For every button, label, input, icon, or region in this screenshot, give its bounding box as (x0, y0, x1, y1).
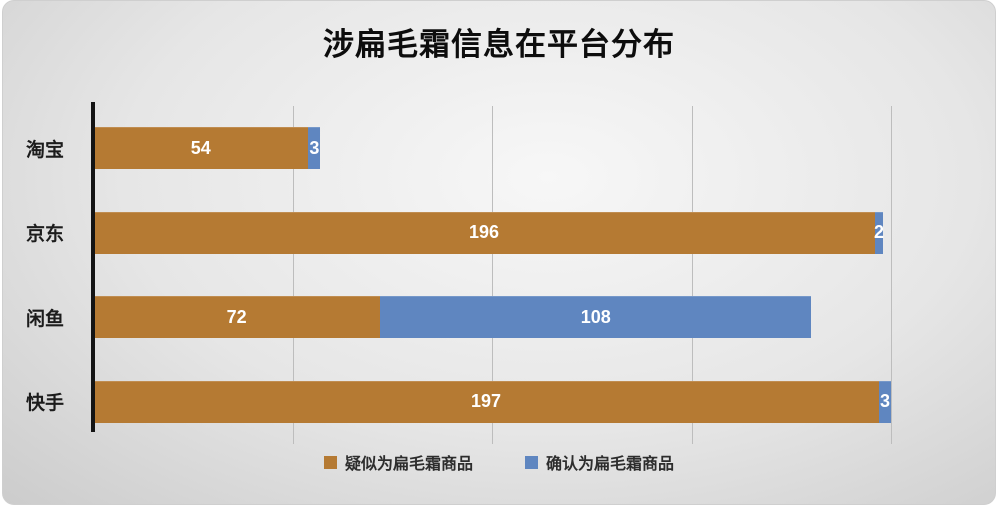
y-axis-line (91, 102, 95, 432)
y-axis-label: 淘宝 (26, 139, 65, 161)
bar-segment-suspected: 196 (93, 211, 876, 254)
stacked-bar: 197 3 (93, 380, 891, 423)
bar-row: 快手 197 3 (26, 360, 891, 445)
bar-value-label: 196 (468, 222, 500, 243)
bar-segment-suspected: 72 (93, 296, 381, 339)
bars-group: 淘宝 54 3 京东 196 2 闲鱼 72 108 快手 197 3 (26, 106, 891, 445)
y-axis-label: 闲鱼 (26, 308, 65, 330)
bar-row: 淘宝 54 3 (26, 106, 891, 191)
bar-value-label: 54 (190, 137, 211, 158)
bar-segment-suspected: 197 (93, 380, 880, 423)
gridline (492, 106, 493, 444)
bar-segment-confirmed: 108 (380, 296, 812, 339)
bar-row: 京东 196 2 (26, 191, 891, 276)
bar-value-label: 3 (879, 391, 890, 412)
gridline (691, 106, 693, 444)
bar-value-label: 108 (580, 306, 611, 327)
gridline (891, 106, 892, 444)
bar-segment-confirmed: 3 (879, 380, 891, 423)
gridline (292, 106, 294, 444)
legend-swatch (525, 455, 538, 469)
legend-swatch (323, 455, 337, 469)
bar-value-label: 2 (874, 222, 885, 243)
legend-label: 疑似为扁毛霜商品 (344, 456, 473, 473)
legend-label: 确认为扁毛霜商品 (546, 456, 675, 473)
y-axis-label: 快手 (26, 393, 65, 415)
bar-row: 闲鱼 72 108 (26, 275, 891, 360)
legend-item: 确认为扁毛霜商品 (525, 450, 674, 474)
bar-segment-confirmed: 3 (308, 127, 321, 170)
stacked-bar: 72 108 (93, 296, 891, 339)
bar-segment-suspected: 54 (93, 127, 309, 170)
bar-segment-confirmed: 2 (874, 211, 885, 254)
plot-area: 淘宝 54 3 京东 196 2 闲鱼 72 108 快手 197 3 (26, 102, 892, 445)
legend-item: 疑似为扁毛霜商品 (323, 450, 473, 474)
legend: 疑似为扁毛霜商品 确认为扁毛霜商品 (3, 450, 995, 474)
chart-title: 涉扁毛霜信息在平台分布 (323, 27, 675, 62)
y-axis-label: 京东 (26, 224, 65, 246)
bar-value-label: 197 (470, 391, 502, 412)
bar-value-label: 3 (309, 137, 320, 158)
bar-value-label: 72 (226, 306, 247, 327)
stacked-bar: 54 3 (93, 127, 891, 170)
stacked-bar: 196 2 (93, 211, 891, 254)
